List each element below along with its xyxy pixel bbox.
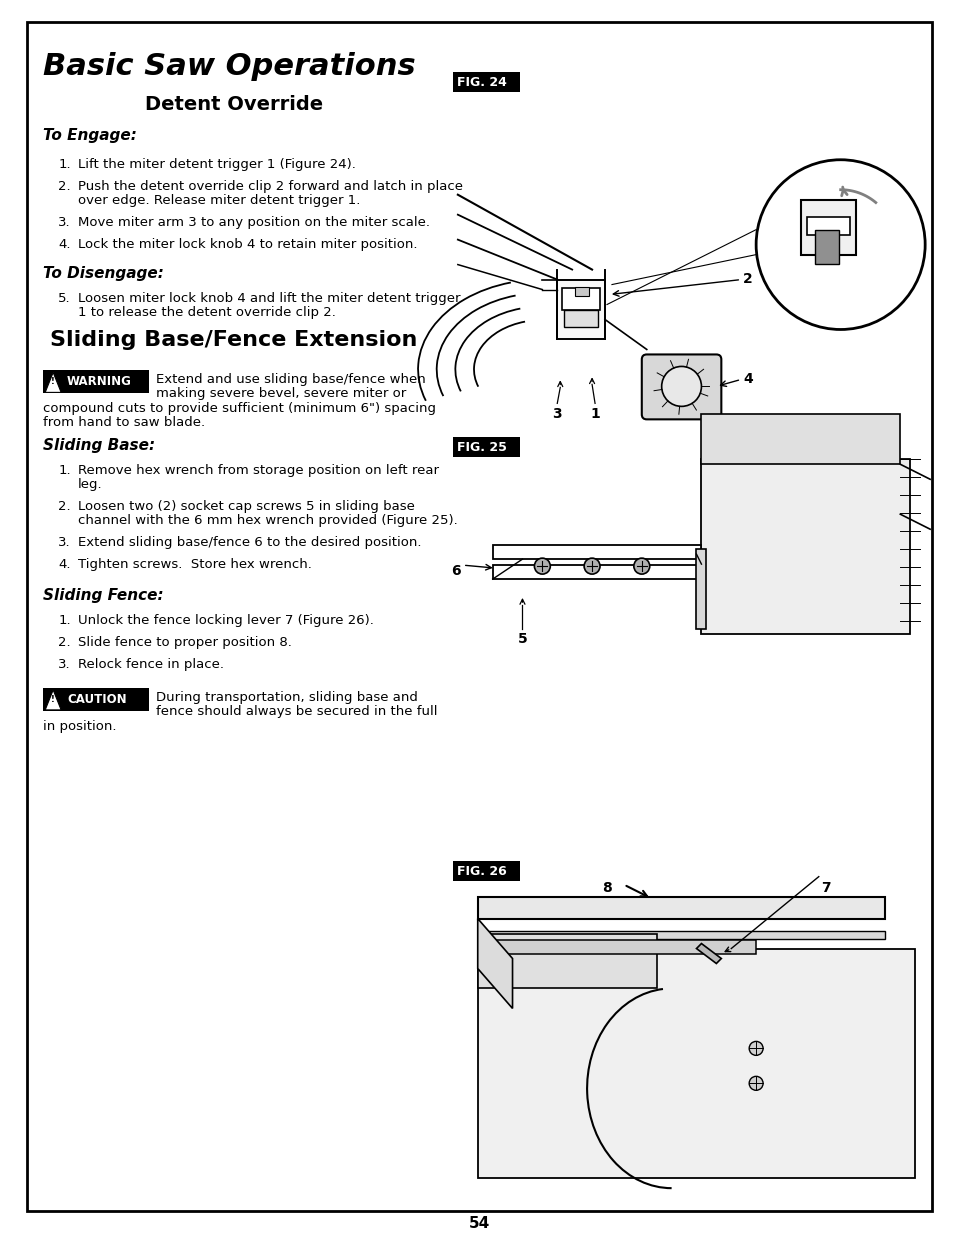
Polygon shape xyxy=(45,373,61,393)
FancyBboxPatch shape xyxy=(28,22,931,1212)
Text: Detent Override: Detent Override xyxy=(145,95,323,114)
FancyBboxPatch shape xyxy=(477,930,884,939)
FancyBboxPatch shape xyxy=(563,310,598,327)
Polygon shape xyxy=(45,690,61,710)
Text: 3: 3 xyxy=(552,408,561,421)
Text: Loosen two (2) socket cap screws 5 in sliding base: Loosen two (2) socket cap screws 5 in sl… xyxy=(78,500,415,514)
Text: To Engage:: To Engage: xyxy=(43,127,137,143)
FancyBboxPatch shape xyxy=(806,216,849,235)
Text: Loosen miter lock knob 4 and lift the miter detent trigger: Loosen miter lock knob 4 and lift the mi… xyxy=(78,291,460,305)
Text: compound cuts to provide sufficient (minimum 6") spacing: compound cuts to provide sufficient (min… xyxy=(43,403,436,415)
Text: During transportation, sliding base and: During transportation, sliding base and xyxy=(155,690,417,704)
Text: 2.: 2. xyxy=(58,500,71,514)
Text: Sliding Base/Fence Extension: Sliding Base/Fence Extension xyxy=(51,331,417,351)
Circle shape xyxy=(633,558,649,574)
Text: 3.: 3. xyxy=(58,536,71,550)
Circle shape xyxy=(756,159,924,330)
Text: Basic Saw Operations: Basic Saw Operations xyxy=(43,52,416,82)
Text: FIG. 26: FIG. 26 xyxy=(456,864,506,878)
Text: 54: 54 xyxy=(469,1216,490,1231)
Text: Move miter arm 3 to any position on the miter scale.: Move miter arm 3 to any position on the … xyxy=(78,216,430,228)
Text: Extend sliding base/fence 6 to the desired position.: Extend sliding base/fence 6 to the desir… xyxy=(78,536,421,550)
Text: Lock the miter lock knob 4 to retain miter position.: Lock the miter lock knob 4 to retain mit… xyxy=(78,237,417,251)
FancyBboxPatch shape xyxy=(641,354,720,420)
Text: making severe bevel, severe miter or: making severe bevel, severe miter or xyxy=(155,388,405,400)
Text: !: ! xyxy=(51,695,55,704)
Text: FIG. 24: FIG. 24 xyxy=(456,75,506,89)
Text: CAUTION: CAUTION xyxy=(67,693,127,706)
Text: 1.: 1. xyxy=(58,158,71,170)
Text: Relock fence in place.: Relock fence in place. xyxy=(78,658,224,671)
Text: 5.: 5. xyxy=(58,291,71,305)
Text: from hand to saw blade.: from hand to saw blade. xyxy=(43,416,205,430)
Circle shape xyxy=(748,1041,762,1056)
Text: 2.: 2. xyxy=(58,180,71,193)
Text: 2.: 2. xyxy=(58,636,71,650)
Text: 1.: 1. xyxy=(58,464,71,477)
FancyBboxPatch shape xyxy=(477,934,656,988)
FancyBboxPatch shape xyxy=(492,545,700,559)
FancyBboxPatch shape xyxy=(43,370,149,394)
Text: in position.: in position. xyxy=(43,720,116,732)
Circle shape xyxy=(748,1077,762,1091)
Text: 4.: 4. xyxy=(58,237,71,251)
FancyBboxPatch shape xyxy=(575,287,588,295)
Text: Remove hex wrench from storage position on left rear: Remove hex wrench from storage position … xyxy=(78,464,438,477)
Text: 8: 8 xyxy=(601,881,611,894)
Circle shape xyxy=(534,558,550,574)
FancyBboxPatch shape xyxy=(561,288,599,310)
FancyBboxPatch shape xyxy=(43,688,149,711)
Text: 5: 5 xyxy=(517,632,527,646)
Text: 7: 7 xyxy=(820,881,829,894)
FancyBboxPatch shape xyxy=(492,566,700,579)
Text: Push the detent override clip 2 forward and latch in place: Push the detent override clip 2 forward … xyxy=(78,180,462,193)
Text: Lift the miter detent trigger 1 (Figure 24).: Lift the miter detent trigger 1 (Figure … xyxy=(78,158,355,170)
Text: FIG. 25: FIG. 25 xyxy=(456,441,506,454)
FancyBboxPatch shape xyxy=(700,459,909,634)
Polygon shape xyxy=(477,919,512,1009)
Text: 6: 6 xyxy=(451,564,460,578)
Text: fence should always be secured in the full: fence should always be secured in the fu… xyxy=(155,705,436,718)
FancyBboxPatch shape xyxy=(453,437,520,457)
FancyBboxPatch shape xyxy=(814,230,838,263)
FancyBboxPatch shape xyxy=(800,200,855,254)
FancyBboxPatch shape xyxy=(477,948,914,1178)
Text: over edge. Release miter detent trigger 1.: over edge. Release miter detent trigger … xyxy=(78,194,360,206)
Text: Sliding Base:: Sliding Base: xyxy=(43,438,155,453)
Text: Slide fence to proper position 8.: Slide fence to proper position 8. xyxy=(78,636,292,650)
Text: Tighten screws.  Store hex wrench.: Tighten screws. Store hex wrench. xyxy=(78,558,312,571)
Text: channel with the 6 mm hex wrench provided (Figure 25).: channel with the 6 mm hex wrench provide… xyxy=(78,514,457,527)
Text: 3.: 3. xyxy=(58,658,71,671)
Text: To Disengage:: To Disengage: xyxy=(43,266,164,280)
Text: 4: 4 xyxy=(742,373,752,387)
FancyBboxPatch shape xyxy=(700,415,900,464)
Text: 1 to release the detent override clip 2.: 1 to release the detent override clip 2. xyxy=(78,305,335,319)
Text: 3.: 3. xyxy=(58,216,71,228)
Text: 1.: 1. xyxy=(58,614,71,627)
Text: !: ! xyxy=(51,378,55,387)
FancyBboxPatch shape xyxy=(557,279,604,340)
Text: 4.: 4. xyxy=(58,558,71,571)
Text: 2: 2 xyxy=(742,272,752,285)
Text: leg.: leg. xyxy=(78,478,103,492)
Text: Unlock the fence locking lever 7 (Figure 26).: Unlock the fence locking lever 7 (Figure… xyxy=(78,614,374,627)
FancyBboxPatch shape xyxy=(477,897,884,919)
FancyBboxPatch shape xyxy=(477,940,756,953)
Text: Extend and use sliding base/fence when: Extend and use sliding base/fence when xyxy=(155,373,425,387)
Circle shape xyxy=(583,558,599,574)
FancyBboxPatch shape xyxy=(453,861,520,881)
FancyBboxPatch shape xyxy=(453,72,520,91)
Circle shape xyxy=(661,367,700,406)
Text: 1: 1 xyxy=(590,408,599,421)
Polygon shape xyxy=(696,944,720,963)
Text: Sliding Fence:: Sliding Fence: xyxy=(43,588,164,603)
Text: WARNING: WARNING xyxy=(67,375,132,389)
FancyBboxPatch shape xyxy=(696,550,705,629)
